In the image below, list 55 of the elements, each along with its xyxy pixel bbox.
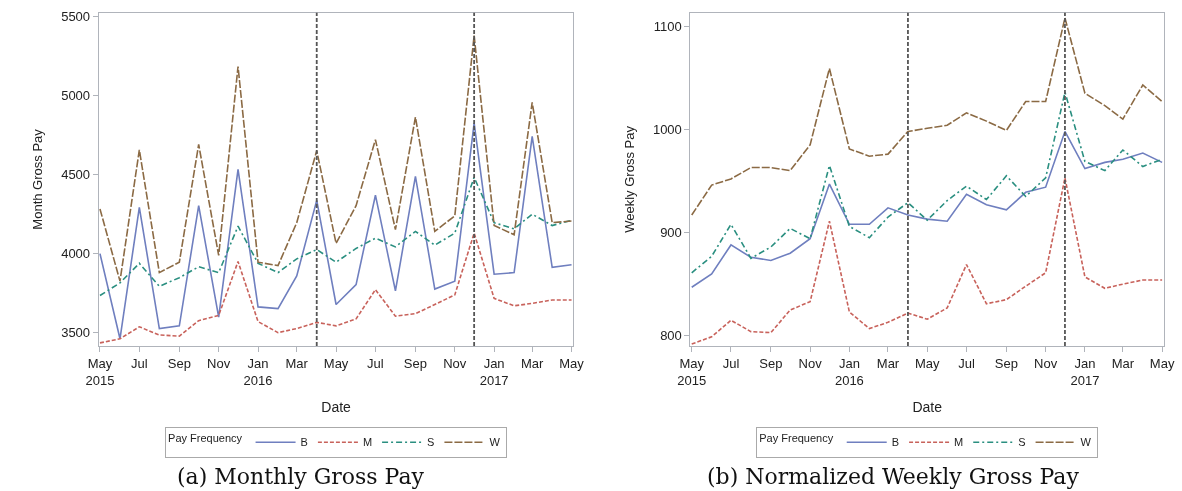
legend-label: M (362, 436, 373, 449)
y-axis-title: Weekly Gross Pay (621, 125, 637, 233)
y-axis-title: Month Gross Pay (30, 128, 46, 230)
x-tick-label: Jan 2017 (479, 355, 509, 388)
legend-label: W (489, 436, 501, 449)
x-tick-label: May (914, 355, 941, 371)
x-tick-label: Mar (285, 355, 309, 371)
y-tick-label: 1000 (652, 121, 682, 137)
y-tick-label: 5000 (61, 88, 91, 104)
legend-title: Pay Frequency (168, 432, 243, 444)
y-tick-label: 4500 (61, 167, 91, 183)
legend-label: B (300, 436, 308, 449)
line-series (99, 232, 573, 344)
x-tick-label: May (559, 355, 585, 371)
text: (b) Normalized Weekly Gross Pay (707, 464, 1080, 489)
x-tick-label: Nov (798, 355, 823, 371)
line-series (99, 122, 573, 340)
x-tick-label: Nov (1034, 355, 1058, 371)
x-tick-label: Mar (520, 355, 545, 371)
y-tick-label: 4000 (61, 246, 91, 262)
x-tick-label: Mar (1111, 355, 1135, 371)
x-tick-label: Sep (759, 355, 783, 371)
x-tick-label: May (323, 355, 349, 371)
y-tick-label: 1100 (653, 18, 682, 34)
y-tick-label: 3500 (61, 325, 91, 341)
x-tick-label: Jul (131, 355, 148, 371)
legend-label: B (891, 436, 900, 449)
x-tick-label: Jan 2017 (1070, 355, 1100, 388)
x-tick-label: Jul (958, 355, 975, 371)
legend-label: S (427, 436, 435, 449)
line-series (690, 177, 1163, 345)
y-tick-label: 5500 (61, 9, 91, 25)
x-tick-label: Sep (994, 355, 1018, 371)
legend-label: S (1018, 436, 1026, 449)
legend-label: W (1080, 436, 1092, 449)
x-axis-title: Date (912, 398, 943, 415)
y-tick-label: 900 (660, 225, 682, 241)
x-tick-label: Sep (167, 355, 191, 371)
x-tick-label: Nov (207, 355, 231, 371)
x-tick-label: Jan 2016 (834, 355, 864, 388)
x-tick-label: Jan 2016 (243, 355, 273, 388)
text: (a) Monthly Gross Pay (177, 464, 425, 489)
legend-label: M (954, 436, 964, 449)
x-tick-label: May (1149, 355, 1175, 371)
x-tick-label: Sep (403, 355, 427, 371)
line-series (690, 130, 1163, 289)
x-tick-label: Mar (876, 355, 900, 371)
x-tick-label: May 2015 (85, 355, 115, 388)
x-axis-title: Date (321, 398, 352, 415)
y-tick-label: 800 (660, 328, 682, 344)
x-tick-label: May 2015 (677, 355, 707, 388)
x-tick-label: Jul (367, 355, 384, 371)
x-tick-label: Nov (443, 355, 467, 371)
legend-title: Pay Frequency (759, 432, 834, 444)
x-tick-label: Jul (722, 355, 740, 371)
